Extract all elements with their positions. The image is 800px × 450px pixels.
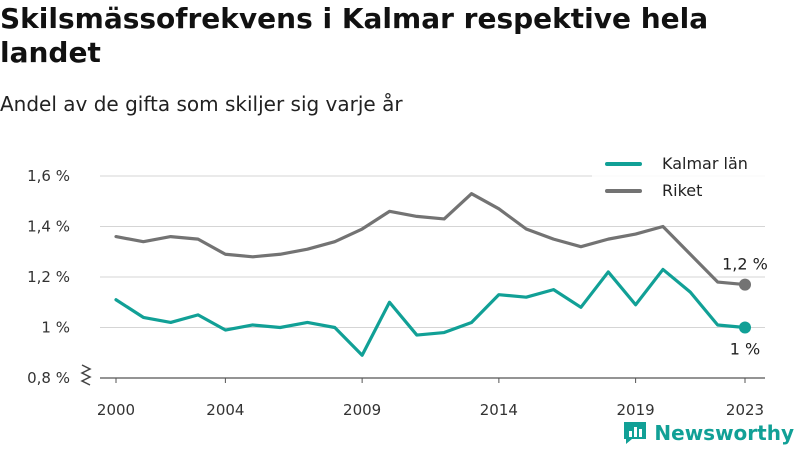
series-lines: 1 % 1,2 % [114, 192, 768, 359]
brand: Newsworthy [622, 418, 794, 448]
y-tick-label: 1 % [41, 319, 70, 337]
x-tick-label: 2023 [726, 401, 764, 419]
brand-name: Newsworthy [654, 421, 794, 445]
y-tick-label: 1,4 % [27, 218, 70, 236]
legend-label: Kalmar län [662, 154, 748, 173]
y-tick-label: 0,8 % [27, 369, 70, 387]
x-tick-label: 2009 [343, 401, 381, 419]
x-tick-label: 2000 [97, 401, 135, 419]
axis-break-icon [80, 364, 92, 386]
y-tick-label: 1,6 % [27, 167, 70, 185]
x-tick-label: 2014 [480, 401, 518, 419]
chart-title: Skilsmässofrekvens i Kalmar respektive h… [0, 2, 709, 69]
end-point-marker [739, 278, 751, 291]
legend-background [592, 148, 777, 210]
series-line [114, 267, 747, 357]
y-tick-label: 1,2 % [27, 268, 70, 286]
end-point-marker [739, 321, 751, 334]
chart-subtitle: Andel av de gifta som skiljer sig varje … [0, 92, 403, 116]
end-value-label: 1 % [730, 340, 760, 359]
series-line [114, 192, 747, 287]
newsworthy-logo-icon [624, 422, 647, 444]
y-axis-ticks: 0,8 % 1 % 1,2 % 1,4 % 1,6 % [27, 167, 70, 387]
x-tick-label: 2019 [617, 401, 655, 419]
x-axis-ticks: 2000 2004 2009 2014 2019 2023 [97, 378, 764, 419]
legend: Kalmar län Riket [592, 148, 777, 210]
end-value-label: 1,2 % [722, 255, 768, 274]
legend-label: Riket [662, 181, 702, 200]
x-tick-label: 2004 [206, 401, 244, 419]
